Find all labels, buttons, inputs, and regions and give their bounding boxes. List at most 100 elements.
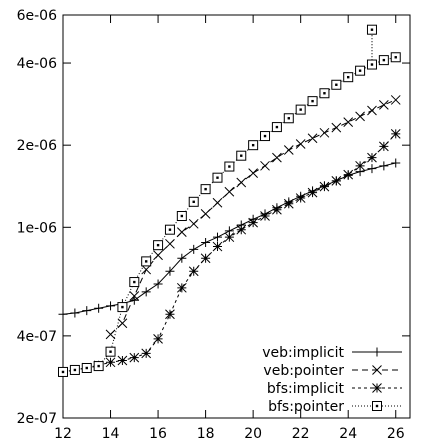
x-tick-label: 14: [102, 426, 120, 442]
data-point-veb-implicit: [129, 295, 139, 305]
data-point-bfs-pointer: [366, 24, 377, 35]
legend-label: bfs:pointer: [268, 399, 344, 415]
data-point-veb-pointer: [153, 250, 163, 261]
data-point-bfs-pointer: [93, 361, 104, 372]
data-point-veb-implicit: [189, 244, 199, 254]
data-point-bfs-pointer: [176, 211, 187, 222]
data-point-veb-pointer: [105, 329, 116, 340]
data-point-veb-pointer: [272, 152, 282, 163]
data-point-veb-implicit: [367, 164, 377, 174]
data-point-bfs-pointer: [355, 65, 366, 76]
legend-label: veb:pointer: [263, 363, 344, 379]
data-point-bfs-implicit: [379, 141, 389, 152]
data-point-bfs-implicit: [165, 309, 175, 320]
legend-label: bfs:implicit: [267, 381, 345, 397]
x-tick-label: 24: [339, 426, 357, 442]
x-tick-label: 18: [197, 426, 215, 442]
y-axis: 2e-07 4e-07 1e-06 2e-06 4e-06 6e-06: [17, 8, 410, 427]
data-point-veb-pointer: [176, 227, 187, 237]
data-point-bfs-implicit: [272, 204, 282, 215]
data-point-bfs-pointer: [307, 96, 318, 107]
data-point-bfs-pointer: [331, 79, 342, 90]
x-tick-label: 12: [54, 426, 72, 442]
data-point-bfs-pointer: [283, 113, 294, 124]
data-point-veb-implicit: [106, 301, 116, 311]
data-point-veb-pointer: [129, 291, 140, 301]
data-point-bfs-implicit: [260, 211, 270, 221]
data-point-bfs-implicit: [176, 282, 187, 293]
data-point-bfs-implicit: [153, 334, 163, 344]
data-point-bfs-implicit: [343, 169, 354, 180]
data-point-bfs-implicit: [129, 352, 140, 363]
data-point-veb-pointer: [283, 145, 294, 155]
data-point-veb-pointer: [236, 177, 247, 188]
data-point-veb-pointer: [224, 186, 235, 197]
data-point-veb-pointer: [200, 209, 211, 219]
data-point-veb-pointer: [260, 160, 270, 171]
data-point-bfs-pointer: [200, 184, 211, 195]
data-point-bfs-implicit: [295, 193, 306, 203]
data-point-veb-pointer: [212, 197, 223, 208]
series-layer: [58, 24, 401, 377]
data-point-bfs-pointer: [164, 224, 175, 235]
data-point-bfs-pointer: [378, 55, 389, 66]
data-point-bfs-implicit: [117, 355, 128, 366]
data-point-bfs-pointer: [69, 364, 80, 375]
data-point-bfs-implicit: [200, 253, 211, 264]
data-point-veb-pointer: [141, 264, 152, 275]
data-point-bfs-implicit: [331, 175, 342, 186]
data-point-bfs-implicit: [283, 198, 294, 209]
data-point-bfs-implicit: [141, 348, 152, 359]
data-point-bfs-implicit: [188, 266, 199, 277]
legend-marker-bfs-implicit: [372, 383, 382, 393]
data-point-bfs-implicit: [307, 187, 318, 198]
data-point-bfs-pointer: [153, 240, 164, 251]
data-point-veb-implicit: [379, 161, 389, 171]
data-point-bfs-pointer: [117, 302, 128, 313]
data-point-veb-pointer: [355, 111, 365, 122]
data-point-veb-pointer: [343, 117, 354, 127]
data-point-bfs-pointer: [141, 256, 152, 267]
data-point-bfs-pointer: [295, 104, 306, 115]
y-tick-label: 1e-06: [17, 220, 57, 236]
data-point-bfs-pointer: [260, 131, 271, 142]
legend-marker-veb-implicit: [372, 347, 382, 357]
data-point-bfs-implicit: [224, 232, 235, 243]
data-point-veb-implicit: [391, 158, 401, 168]
x-tick-label: 22: [292, 426, 310, 442]
legend-label: veb:implicit: [262, 345, 344, 361]
data-point-bfs-pointer: [248, 140, 259, 151]
data-point-bfs-pointer: [390, 52, 401, 63]
data-point-veb-implicit: [82, 306, 92, 316]
y-tick-label: 6e-06: [17, 8, 57, 24]
data-point-bfs-pointer: [271, 122, 282, 133]
data-point-veb-implicit: [212, 232, 222, 242]
data-point-veb-pointer: [165, 238, 175, 249]
data-point-bfs-pointer: [212, 172, 223, 183]
plot-frame: [62, 14, 411, 419]
y-tick-label: 2e-07: [17, 411, 57, 427]
x-axis: 12 14 16 18 20 22 24 26: [54, 15, 405, 442]
data-point-bfs-pointer: [81, 362, 92, 373]
data-point-veb-implicit: [141, 287, 151, 297]
data-point-bfs-implicit: [355, 160, 365, 171]
data-point-veb-implicit: [153, 279, 163, 289]
legend-marker-veb-pointer: [372, 365, 382, 375]
y-tick-label: 4e-06: [17, 56, 57, 72]
data-point-veb-implicit: [58, 309, 68, 319]
data-point-bfs-pointer: [343, 72, 354, 83]
data-point-bfs-implicit: [105, 357, 116, 368]
data-point-bfs-pointer: [366, 59, 377, 70]
data-point-veb-pointer: [319, 127, 330, 138]
legend: veb:implicit veb:pointer bfs:implicit bfs:p…: [262, 345, 402, 415]
data-point-bfs-pointer: [236, 150, 247, 161]
data-point-veb-pointer: [367, 105, 377, 116]
data-point-veb-pointer: [248, 168, 258, 178]
data-point-bfs-implicit: [248, 217, 258, 228]
data-point-bfs-implicit: [236, 224, 247, 235]
x-tick-label: 16: [149, 426, 167, 442]
data-point-bfs-implicit: [367, 152, 377, 163]
data-point-veb-pointer: [390, 95, 401, 105]
data-point-bfs-pointer: [105, 346, 116, 357]
y-tick-label: 2e-06: [17, 138, 57, 154]
